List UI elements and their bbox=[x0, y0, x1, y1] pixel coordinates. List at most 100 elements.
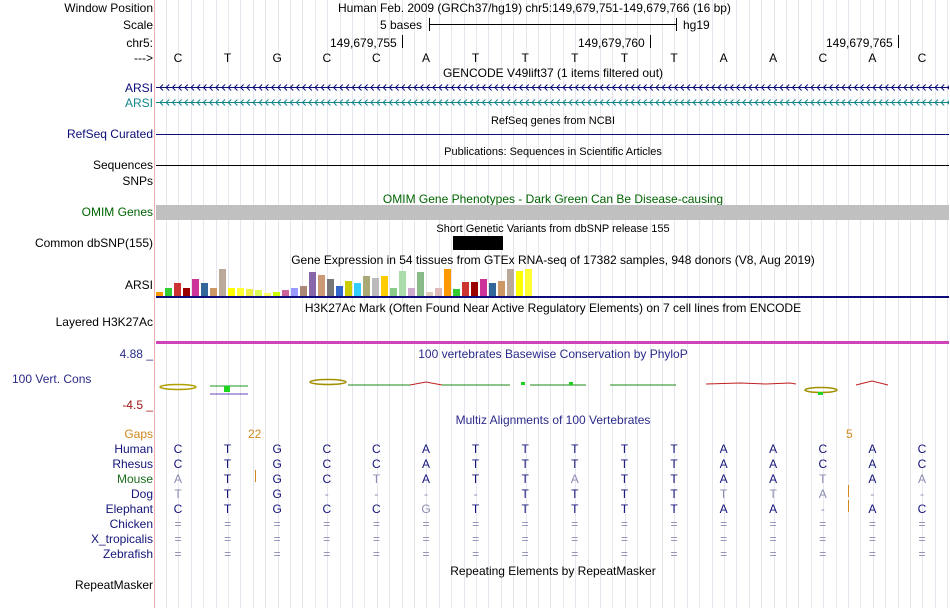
dbsnp-variant[interactable] bbox=[453, 236, 503, 250]
aligned-base: = bbox=[620, 547, 628, 561]
gtex-tissue-bar[interactable] bbox=[219, 269, 226, 296]
gtex-tissue-bar[interactable] bbox=[327, 279, 334, 296]
gtex-tissue-bar[interactable] bbox=[237, 288, 244, 296]
gtex-tissue-bar[interactable] bbox=[453, 289, 460, 296]
gtex-tissue-bar[interactable] bbox=[426, 292, 433, 296]
repeatmasker-label[interactable]: RepeatMasker bbox=[74, 578, 153, 592]
gtex-tissue-bar[interactable] bbox=[183, 288, 190, 296]
base-letter: T bbox=[620, 51, 629, 65]
aligned-base: A bbox=[421, 457, 430, 471]
gtex-tissue-bar[interactable] bbox=[417, 272, 424, 296]
aligned-base: T bbox=[769, 487, 777, 501]
aligned-base: C bbox=[372, 457, 381, 471]
gtex-tissue-bar[interactable] bbox=[363, 276, 370, 296]
aligned-base: T bbox=[521, 442, 529, 456]
gencode-transcript[interactable] bbox=[156, 99, 949, 106]
aligned-base: C bbox=[322, 457, 332, 471]
h3k27ac-title: H3K27Ac Mark (Often Found Near Active Re… bbox=[304, 301, 802, 315]
aligned-base: G bbox=[421, 502, 431, 516]
gtex-tissue-bar[interactable] bbox=[255, 290, 262, 296]
conservation-wiggle[interactable] bbox=[156, 375, 949, 397]
species-label: X_tropicalis bbox=[90, 532, 153, 546]
gtex-tissue-bar[interactable] bbox=[318, 275, 325, 296]
gtex-title: Gene Expression in 54 tissues from GTEx … bbox=[291, 253, 815, 267]
gtex-tissue-bar[interactable] bbox=[201, 283, 208, 296]
aligned-base: = bbox=[273, 517, 281, 531]
snps-label[interactable]: SNPs bbox=[122, 174, 153, 188]
species-label: Mouse bbox=[116, 472, 153, 486]
aligned-base: A bbox=[719, 457, 728, 471]
gtex-tissue-bar[interactable] bbox=[246, 289, 253, 296]
gtex-tissue-bar[interactable] bbox=[309, 272, 316, 296]
gtex-label[interactable]: ARSI bbox=[124, 278, 153, 292]
sequences-line[interactable] bbox=[156, 165, 949, 166]
gtex-tissue-bar[interactable] bbox=[174, 283, 181, 296]
species-label: Dog bbox=[130, 487, 153, 501]
gtex-tissue-bar[interactable] bbox=[498, 281, 505, 296]
gtex-tissue-bar[interactable] bbox=[282, 290, 289, 296]
gtex-tissue-bar[interactable] bbox=[381, 276, 388, 296]
aligned-base: C bbox=[322, 442, 332, 456]
conservation-max: 4.88 _ bbox=[119, 347, 153, 361]
gtex-tissue-bar[interactable] bbox=[507, 269, 514, 296]
gtex-tissue-bar[interactable] bbox=[156, 292, 163, 296]
gtex-tissue-bar[interactable] bbox=[516, 271, 523, 296]
gtex-tissue-bar[interactable] bbox=[192, 279, 199, 296]
aligned-base: A bbox=[769, 472, 778, 486]
gtex-tissue-bar[interactable] bbox=[489, 283, 496, 296]
refseq-label[interactable]: RefSeq Curated bbox=[66, 127, 153, 141]
dbsnp-label[interactable]: Common dbSNP(155) bbox=[34, 236, 153, 250]
gtex-tissue-bar[interactable] bbox=[435, 288, 442, 296]
aligned-base: - bbox=[820, 502, 825, 516]
gtex-tissue-bar[interactable] bbox=[336, 286, 343, 296]
gtex-tissue-bar[interactable] bbox=[471, 282, 478, 296]
base-letter: T bbox=[471, 51, 480, 65]
conservation-label[interactable]: 100 Vert. Cons bbox=[12, 372, 92, 386]
aligned-base: - bbox=[424, 487, 428, 501]
aligned-base: = bbox=[918, 517, 926, 531]
gtex-expression-bars[interactable] bbox=[156, 266, 536, 296]
gencode-transcript[interactable] bbox=[156, 84, 949, 91]
gtex-tissue-bar[interactable] bbox=[228, 288, 235, 296]
omim-label[interactable]: OMIM Genes bbox=[81, 205, 153, 219]
aligned-base: C bbox=[322, 472, 332, 486]
gtex-tissue-bar[interactable] bbox=[210, 288, 217, 296]
gtex-tissue-bar[interactable] bbox=[480, 279, 487, 296]
aligned-base: T bbox=[819, 472, 827, 486]
h3k27ac-label[interactable]: Layered H3K27Ac bbox=[55, 315, 153, 329]
coordinate-tick: 149,679,765 bbox=[826, 36, 893, 50]
gtex-tissue-bar[interactable] bbox=[525, 269, 532, 296]
gap-count: 22 bbox=[248, 427, 262, 441]
aligned-base: = bbox=[571, 547, 579, 561]
gtex-tissue-bar[interactable] bbox=[444, 269, 451, 296]
base-letter: G bbox=[272, 51, 282, 65]
dbsnp-title: Short Genetic Variants from dbSNP releas… bbox=[436, 223, 670, 235]
sequences-label[interactable]: Sequences bbox=[92, 158, 153, 172]
strand-label: ---> bbox=[134, 51, 153, 65]
gencode-item-label[interactable]: ARSI bbox=[124, 96, 153, 110]
aligned-base: T bbox=[571, 502, 579, 516]
species-label: Zebrafish bbox=[102, 547, 153, 561]
gtex-tissue-bar[interactable] bbox=[291, 288, 298, 296]
aligned-base: - bbox=[374, 487, 379, 501]
h3k27ac-signal[interactable] bbox=[156, 341, 949, 344]
gtex-tissue-bar[interactable] bbox=[372, 278, 379, 296]
gencode-item-label[interactable]: ARSI bbox=[124, 81, 153, 95]
gtex-tissue-bar[interactable] bbox=[462, 282, 469, 296]
omim-feature[interactable] bbox=[156, 205, 949, 220]
gtex-tissue-bar[interactable] bbox=[165, 288, 172, 296]
gtex-tissue-bar[interactable] bbox=[273, 292, 280, 296]
coordinate-tick: 149,679,760 bbox=[578, 36, 645, 50]
gtex-tissue-bar[interactable] bbox=[390, 288, 397, 296]
gtex-tissue-bar[interactable] bbox=[345, 281, 352, 296]
aligned-base: T bbox=[571, 487, 579, 501]
refseq-title: RefSeq genes from NCBI bbox=[490, 115, 616, 127]
refseq-gene-line[interactable] bbox=[156, 134, 949, 135]
aligned-base: T bbox=[471, 472, 480, 486]
aligned-base: = bbox=[521, 547, 529, 561]
gtex-tissue-bar[interactable] bbox=[300, 286, 307, 296]
gtex-tissue-bar[interactable] bbox=[408, 288, 415, 296]
gtex-tissue-bar[interactable] bbox=[399, 271, 406, 296]
gtex-tissue-bar[interactable] bbox=[354, 283, 361, 296]
gtex-tissue-bar[interactable] bbox=[264, 293, 271, 296]
